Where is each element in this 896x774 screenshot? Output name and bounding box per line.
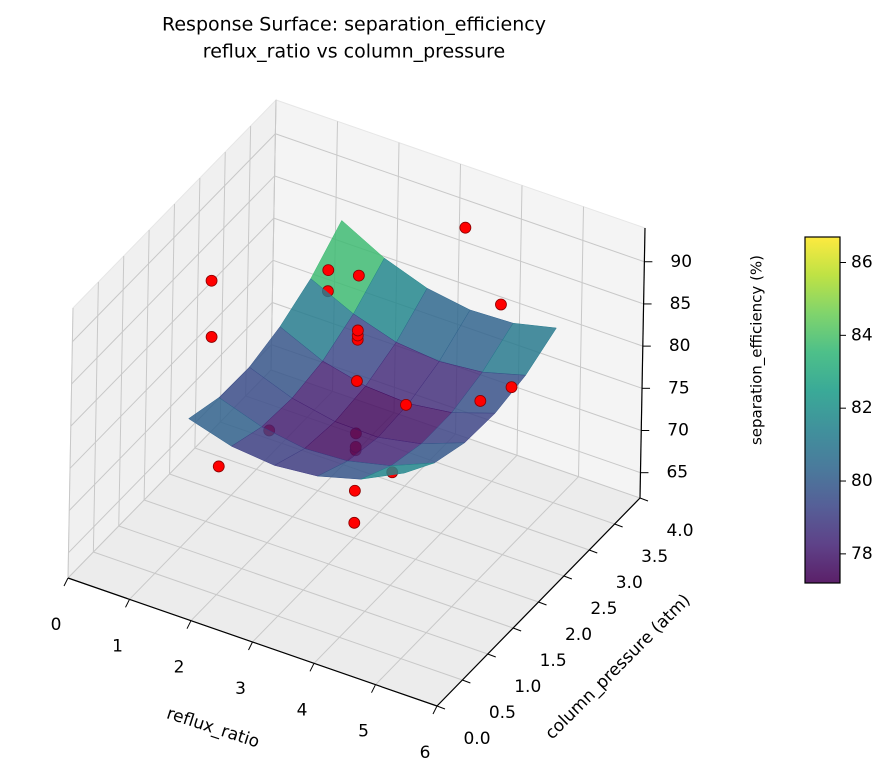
grid-line — [92, 281, 99, 553]
grid-line — [69, 259, 274, 469]
x-tick-label: 6 — [420, 743, 431, 763]
data-point — [459, 221, 472, 234]
x-tick-label: 5 — [358, 722, 369, 742]
grid-line — [93, 551, 463, 681]
z-tick-label: 70 — [667, 421, 689, 441]
grid-line — [270, 99, 277, 371]
x-tick — [371, 684, 376, 693]
y-tick — [614, 523, 623, 528]
x-tick — [432, 705, 438, 715]
grid-line — [118, 255, 125, 527]
grid-line — [68, 302, 273, 511]
grid-line — [71, 175, 275, 385]
grid-line — [169, 203, 175, 475]
y-tick-label: 0.5 — [489, 703, 516, 723]
colorbar-tick-label: 84 — [851, 325, 873, 345]
data-point — [474, 395, 487, 407]
x-tick-label: 4 — [297, 700, 308, 720]
grid-line — [118, 525, 488, 655]
data-point — [348, 484, 361, 497]
x-tick — [63, 577, 69, 587]
grid-line — [516, 185, 523, 456]
grid-line — [274, 175, 644, 305]
axis-line — [67, 577, 438, 707]
x-axis-label: reflux_ratio — [164, 704, 262, 753]
x-tick-label: 1 — [112, 636, 123, 656]
y-tick — [462, 679, 471, 684]
y-tick — [538, 601, 547, 606]
grid-line — [143, 229, 150, 501]
grid-line — [72, 133, 276, 343]
data-point — [352, 269, 365, 282]
data-point — [495, 298, 507, 311]
y-tick-label: 2.0 — [565, 625, 592, 645]
grid-line — [194, 447, 565, 577]
grid-line — [67, 307, 74, 579]
y-tick — [563, 575, 573, 580]
data-point — [348, 516, 361, 529]
chart-title: Response Surface: separation_efficiency — [162, 14, 546, 36]
z-tick-label: 65 — [666, 463, 688, 483]
grid-line — [70, 217, 275, 427]
chart-subtitle: reflux_ratio vs column_pressure — [203, 41, 505, 63]
y-tick — [487, 653, 496, 658]
x-tick-label: 0 — [51, 615, 62, 635]
y-tick-label: 1.0 — [514, 677, 541, 697]
y-tick-label: 1.5 — [540, 651, 567, 671]
colorbar — [804, 236, 841, 584]
y-tick-label: 3.5 — [641, 547, 668, 567]
x-tick — [125, 599, 130, 608]
x-tick — [186, 620, 192, 629]
y-tick-label: 4.0 — [666, 521, 693, 541]
colorbar-tick-label: 82 — [851, 398, 873, 418]
z-tick-label: 75 — [668, 378, 690, 398]
data-point — [351, 324, 364, 337]
colorbar-tick-label: 86 — [851, 252, 873, 272]
y-tick-label: 0.0 — [463, 729, 490, 749]
z-axis-label: separation_efficiency (%) — [748, 255, 767, 445]
y-tick — [589, 549, 598, 554]
y-tick — [512, 627, 522, 632]
grid-line — [245, 125, 252, 397]
grid-line — [275, 133, 645, 263]
grid-line — [194, 177, 201, 449]
z-tick-label: 90 — [670, 252, 692, 272]
colorbar-tick-label: 80 — [851, 471, 873, 491]
x-tick-label: 2 — [174, 658, 185, 678]
z-tick-label: 80 — [669, 336, 691, 356]
grid-line — [143, 499, 514, 629]
x-tick — [309, 663, 315, 672]
surface-patch — [360, 462, 435, 480]
data-point — [351, 375, 363, 387]
data-point — [205, 274, 218, 287]
grid-line — [219, 151, 226, 423]
data-point — [322, 264, 335, 277]
grid-line — [578, 206, 584, 477]
y-tick-label: 2.5 — [590, 599, 617, 619]
grid-line — [169, 473, 539, 603]
axis-line — [639, 227, 646, 499]
x-tick — [248, 641, 253, 651]
colorbar-tick-label: 78 — [851, 544, 873, 564]
axis-line — [436, 497, 641, 707]
data-point — [505, 381, 518, 394]
y-tick — [436, 705, 446, 710]
y-tick — [639, 497, 649, 502]
data-point — [212, 460, 225, 473]
data-point — [205, 331, 218, 343]
data-point — [400, 398, 412, 411]
plot-area: 0 1 2 3 4 5 6 0.0 0.5 1.0 1.5 2.0 2.5 3.0 3.5 4.0 65 70 75… — [51, 98, 694, 763]
z-tick-label: 85 — [670, 294, 692, 314]
y-tick-label: 3.0 — [616, 573, 643, 593]
x-tick-label: 3 — [235, 679, 246, 699]
